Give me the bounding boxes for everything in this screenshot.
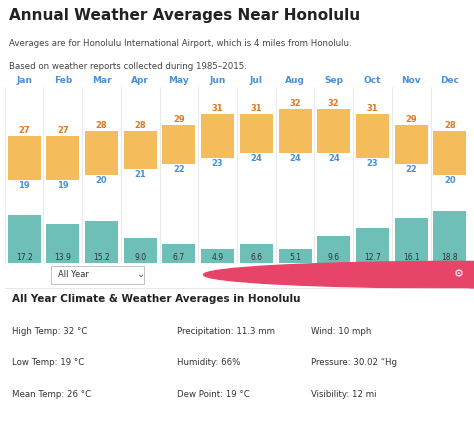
Bar <box>46 136 79 180</box>
Text: 9.6: 9.6 <box>328 253 340 262</box>
Bar <box>356 114 389 158</box>
Text: 24: 24 <box>328 154 340 163</box>
Bar <box>395 125 428 164</box>
Text: 28: 28 <box>444 121 456 130</box>
Text: 31: 31 <box>367 104 378 113</box>
Text: Based on weather reports collected during 1985–2015.: Based on weather reports collected durin… <box>9 62 247 71</box>
Bar <box>8 215 41 263</box>
Text: Pressure: 30.02 “Hg: Pressure: 30.02 “Hg <box>311 358 397 367</box>
Text: 16.1: 16.1 <box>403 253 419 262</box>
Text: High Temp: 32 °C: High Temp: 32 °C <box>12 327 87 336</box>
Bar <box>46 224 79 263</box>
Text: 29: 29 <box>173 115 185 124</box>
Bar <box>85 131 118 175</box>
Text: 19: 19 <box>18 181 30 190</box>
Text: 31: 31 <box>212 104 223 113</box>
Bar <box>433 211 466 263</box>
Bar <box>356 228 389 263</box>
Text: 6.7: 6.7 <box>173 253 185 262</box>
Text: Dew Point: 19 °C: Dew Point: 19 °C <box>177 390 249 399</box>
Bar <box>317 236 350 263</box>
Text: 17.2: 17.2 <box>16 253 33 262</box>
Text: 28: 28 <box>96 121 107 130</box>
Text: ⌄: ⌄ <box>137 269 145 279</box>
Text: 21: 21 <box>134 170 146 179</box>
Text: Low Temp: 19 °C: Low Temp: 19 °C <box>12 358 84 367</box>
Bar <box>395 218 428 263</box>
Bar <box>240 114 273 153</box>
Text: 32: 32 <box>289 99 301 108</box>
Text: Visibility: 12 mi: Visibility: 12 mi <box>311 390 377 399</box>
Bar <box>124 238 157 263</box>
Text: 19: 19 <box>57 181 69 190</box>
Bar <box>163 244 195 263</box>
Bar <box>163 125 195 164</box>
Text: 28: 28 <box>135 121 146 130</box>
Text: 5.1: 5.1 <box>289 253 301 262</box>
Text: Precipitation: 11.3 mm: Precipitation: 11.3 mm <box>177 327 274 336</box>
Circle shape <box>203 261 474 288</box>
Text: Humidity: 66%: Humidity: 66% <box>177 358 240 367</box>
Text: 4.9: 4.9 <box>211 253 224 262</box>
Text: 32: 32 <box>328 99 339 108</box>
Text: All Year Climate & Weather Averages in Honolulu: All Year Climate & Weather Averages in H… <box>12 294 300 304</box>
Text: Annual Weather Averages Near Honolulu: Annual Weather Averages Near Honolulu <box>9 8 361 23</box>
Bar <box>201 249 234 263</box>
Text: 6.6: 6.6 <box>250 253 263 262</box>
Text: 9.0: 9.0 <box>134 253 146 262</box>
Text: 27: 27 <box>18 126 30 135</box>
Text: Showing:: Showing: <box>12 270 59 279</box>
Bar <box>201 114 234 158</box>
Text: 20: 20 <box>96 176 107 185</box>
Text: 13.9: 13.9 <box>55 253 71 262</box>
Text: 15.2: 15.2 <box>93 253 110 262</box>
Text: All Year: All Year <box>58 270 89 279</box>
Text: 12.7: 12.7 <box>364 253 381 262</box>
Text: 29: 29 <box>405 115 417 124</box>
Text: 22: 22 <box>173 165 185 174</box>
Bar <box>279 109 311 153</box>
Text: 18.8: 18.8 <box>442 253 458 262</box>
Bar <box>279 249 311 263</box>
Text: 23: 23 <box>367 159 378 168</box>
FancyBboxPatch shape <box>51 266 144 284</box>
Text: Mean Temp: 26 °C: Mean Temp: 26 °C <box>12 390 91 399</box>
Bar <box>124 131 157 169</box>
Bar <box>317 109 350 153</box>
Text: ⚙: ⚙ <box>454 269 464 279</box>
Text: 24: 24 <box>250 154 262 163</box>
Bar <box>240 244 273 263</box>
Text: 22: 22 <box>405 165 417 174</box>
Bar <box>8 136 41 180</box>
Text: 31: 31 <box>251 104 262 113</box>
Text: 20: 20 <box>444 176 456 185</box>
Bar <box>433 131 466 175</box>
Bar <box>85 221 118 263</box>
Text: 27: 27 <box>57 126 69 135</box>
Text: Wind: 10 mph: Wind: 10 mph <box>311 327 372 336</box>
Text: 23: 23 <box>212 159 223 168</box>
Text: Averages are for Honolulu International Airport, which is 4 miles from Honolulu.: Averages are for Honolulu International … <box>9 39 352 48</box>
Text: 24: 24 <box>289 154 301 163</box>
